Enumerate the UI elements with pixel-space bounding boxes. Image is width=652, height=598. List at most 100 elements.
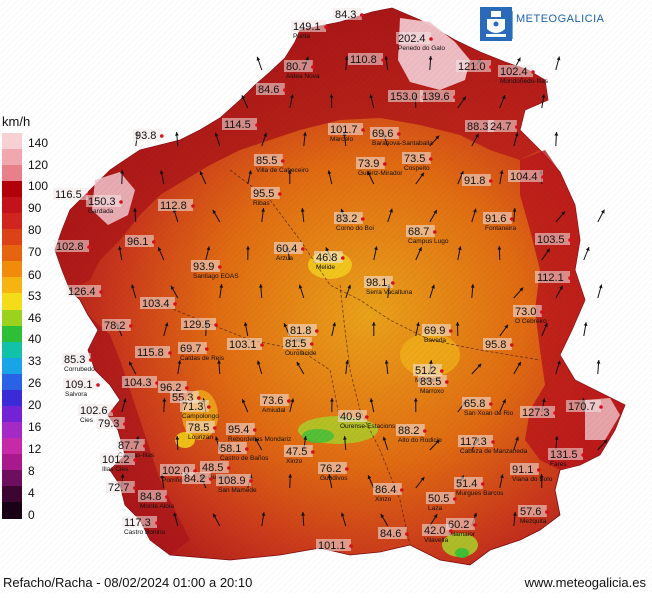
- station-marker-icon: [87, 245, 91, 249]
- weather-station[interactable]: 116.5: [53, 188, 90, 201]
- station-marker-icon: [381, 58, 385, 62]
- meteogalicia-logo[interactable]: METEOGALICIA: [478, 5, 648, 45]
- station-gust-value: 40.9: [340, 411, 361, 423]
- station-marker-icon: [365, 415, 369, 419]
- weather-station[interactable]: 72.7: [106, 481, 137, 494]
- weather-station[interactable]: 24.7: [488, 120, 519, 133]
- station-name: Melide: [316, 264, 336, 271]
- station-marker-icon: [515, 125, 519, 129]
- weather-station[interactable]: 95.8: [483, 338, 514, 351]
- station-gust-value: 73.5: [404, 153, 425, 165]
- legend-swatch: [2, 197, 22, 214]
- weather-station[interactable]: 103.5: [535, 233, 572, 246]
- station-gust-value: 91.8: [464, 175, 485, 187]
- weather-station[interactable]: 104.4: [508, 170, 545, 183]
- station-marker-icon: [255, 123, 259, 127]
- weather-station[interactable]: 79.3: [96, 417, 127, 430]
- station-marker-icon: [214, 323, 218, 327]
- station-gust-value: 112.1: [537, 272, 564, 284]
- station-name: Serra Vacaltuna: [366, 289, 413, 296]
- legend-swatch: [2, 277, 22, 294]
- station-marker-icon: [429, 37, 433, 41]
- weather-station[interactable]: 103.4: [140, 297, 177, 310]
- station-gust-value: 81.8: [290, 325, 311, 337]
- weather-station[interactable]: 121.0: [456, 60, 493, 73]
- station-gust-value: 86.4: [375, 484, 396, 496]
- station-marker-icon: [445, 380, 449, 384]
- station-gust-value: 117.3: [460, 436, 487, 448]
- weather-station[interactable]: 93.8: [133, 129, 164, 142]
- legend-tick-label: 16: [28, 420, 41, 434]
- weather-station[interactable]: 114.5: [222, 118, 259, 131]
- station-gust-value: 24.7: [490, 121, 511, 133]
- weather-station[interactable]: 112.1: [535, 271, 572, 284]
- weather-station[interactable]: 84.2: [182, 472, 213, 485]
- station-name: Campolongo: [182, 413, 219, 420]
- station-marker-icon: [397, 132, 401, 136]
- station-gust-value: 102.6: [80, 405, 108, 417]
- website-link[interactable]: www.meteogalicia.es: [525, 575, 646, 590]
- weather-station[interactable]: 103.1: [227, 338, 264, 351]
- station-gust-value: 102.4: [500, 66, 528, 78]
- station-name: Guitiriz-Mirador: [358, 170, 403, 177]
- weather-station[interactable]: 84.3: [333, 8, 364, 21]
- weather-station[interactable]: 104.3: [122, 376, 159, 389]
- weather-station[interactable]: 112.8: [158, 199, 195, 212]
- station-gust-value: 95.8: [485, 339, 506, 351]
- station-name: Santiago EOAS: [193, 273, 239, 280]
- station-gust-value: 104.3: [124, 377, 152, 389]
- station-name: Laza: [428, 505, 442, 512]
- station-gust-value: 101.1: [318, 540, 346, 552]
- station-gust-value: 73.0: [515, 306, 536, 318]
- weather-station[interactable]: 91.8: [462, 174, 493, 187]
- station-gust-value: 103.4: [142, 298, 170, 310]
- weather-station[interactable]: 126.4: [66, 285, 103, 298]
- legend-tick-label: 20: [28, 398, 41, 412]
- station-marker-icon: [599, 405, 603, 409]
- weather-station[interactable]: 84.6: [256, 83, 287, 96]
- station-gust-value: 88.2: [398, 425, 419, 437]
- station-marker-icon: [489, 402, 493, 406]
- station-marker-icon: [260, 343, 264, 347]
- station-gust-value: 69.7: [180, 343, 201, 355]
- station-marker-icon: [349, 544, 353, 548]
- station-gust-value: 95.4: [228, 424, 249, 436]
- station-marker-icon: [89, 358, 93, 362]
- legend-swatch: [2, 133, 22, 150]
- weather-station[interactable]: 78.2: [102, 319, 133, 332]
- legend-swatch: [2, 422, 22, 439]
- station-gust-value: 76.2: [320, 463, 341, 475]
- weather-station[interactable]: 101.1: [316, 539, 353, 552]
- station-marker-icon: [541, 175, 545, 179]
- weather-station[interactable]: 84.6: [378, 527, 409, 540]
- station-name: Cabeza de Manzaneda: [460, 448, 528, 455]
- station-name: Castro Bonino: [124, 529, 166, 536]
- station-name: Amiudal: [262, 407, 286, 414]
- legend-swatch: [2, 390, 22, 407]
- weather-station[interactable]: 139.6: [420, 90, 457, 103]
- weather-station[interactable]: 127.3: [520, 406, 557, 419]
- weather-station[interactable]: 102.8: [54, 240, 91, 253]
- station-name: Aldea Nova: [286, 73, 320, 80]
- weather-station[interactable]: 153.0: [388, 90, 425, 103]
- weather-station[interactable]: 170.7: [566, 400, 603, 413]
- legend-swatch: [2, 438, 22, 455]
- station-gust-value: 80.7: [286, 61, 307, 73]
- weather-station[interactable]: 115.8: [135, 346, 172, 359]
- weather-station[interactable]: 96.1: [125, 235, 156, 248]
- weather-station[interactable]: 129.5: [181, 318, 218, 331]
- station-gust-value: 95.5: [253, 188, 274, 200]
- station-name: Gardada: [88, 208, 114, 215]
- station-marker-icon: [453, 497, 457, 501]
- weather-station[interactable]: 110.8: [348, 53, 385, 66]
